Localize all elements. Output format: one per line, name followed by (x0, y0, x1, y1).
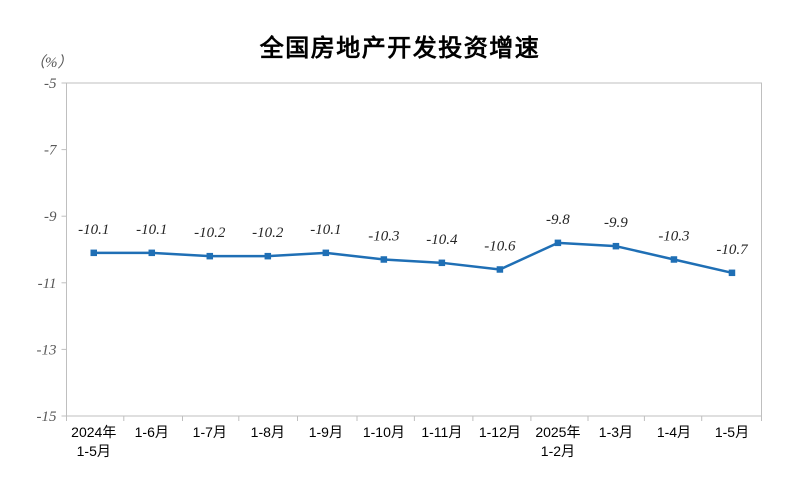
svg-text:-10.2: -10.2 (252, 225, 284, 241)
svg-text:-9: -9 (44, 209, 57, 225)
svg-text:-10.2: -10.2 (194, 225, 226, 241)
svg-text:-13: -13 (37, 342, 57, 358)
svg-text:-10.1: -10.1 (136, 222, 167, 238)
svg-text:-10.3: -10.3 (368, 228, 399, 244)
svg-text:-9.9: -9.9 (604, 215, 628, 231)
svg-text:-10.4: -10.4 (426, 232, 458, 248)
svg-text:-10.1: -10.1 (78, 222, 109, 238)
svg-text:-15: -15 (37, 409, 57, 425)
svg-text:-10.7: -10.7 (716, 242, 749, 258)
svg-text:-10.6: -10.6 (484, 238, 516, 254)
svg-text:-11: -11 (38, 276, 57, 292)
svg-text:-7: -7 (44, 143, 58, 159)
svg-text:-5: -5 (44, 76, 57, 92)
svg-text:-10.3: -10.3 (658, 228, 689, 244)
svg-text:-10.1: -10.1 (310, 222, 341, 238)
svg-text:-9.8: -9.8 (546, 212, 570, 228)
